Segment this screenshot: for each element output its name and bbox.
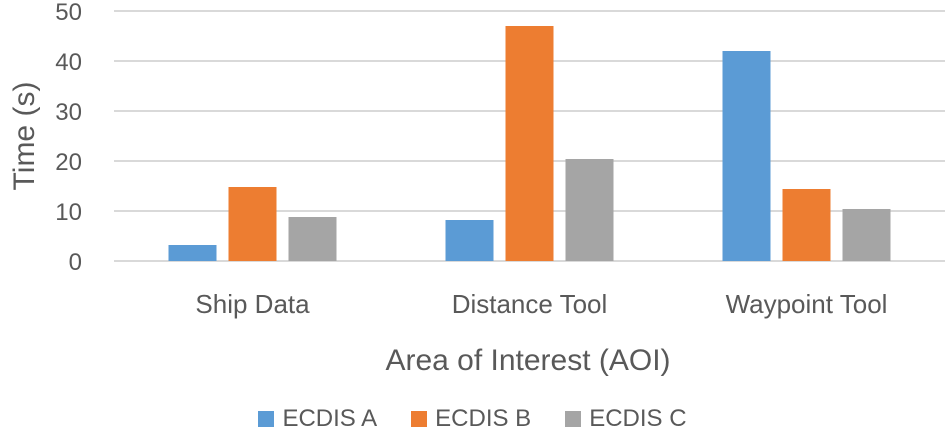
legend-label: ECDIS B xyxy=(435,405,532,432)
legend-item: ECDIS C xyxy=(565,405,687,433)
legend: ECDIS A ECDIS B ECDIS C xyxy=(0,405,945,433)
bar-ecdis-c xyxy=(565,159,614,261)
legend-swatch-icon xyxy=(565,411,582,427)
bar-ecdis-a xyxy=(445,220,494,261)
y-tick-label: 30 xyxy=(55,99,82,126)
bar-ecdis-a xyxy=(168,245,217,261)
bar-ecdis-a xyxy=(722,51,771,261)
x-category-label: Distance Tool xyxy=(452,289,608,319)
legend-swatch-icon xyxy=(258,411,275,427)
bar-ecdis-b xyxy=(782,189,831,261)
legend-item: ECDIS A xyxy=(258,405,377,433)
legend-swatch-icon xyxy=(411,411,428,427)
bar-ecdis-c xyxy=(288,217,337,261)
y-tick-label: 10 xyxy=(55,199,82,226)
y-tick-label: 50 xyxy=(55,0,82,26)
x-category-label: Ship Data xyxy=(195,289,310,319)
x-axis-title: Area of Interest (AOI) xyxy=(385,344,670,377)
bar-ecdis-b xyxy=(228,187,277,261)
bars xyxy=(168,26,891,261)
y-tick-label: 20 xyxy=(55,149,82,176)
legend-label: ECDIS A xyxy=(282,405,378,432)
y-axis-ticks: 0 10 20 30 40 50 xyxy=(55,0,82,276)
bar-ecdis-c xyxy=(842,209,891,261)
legend-item: ECDIS B xyxy=(411,405,531,433)
x-axis-categories: Ship Data Distance Tool Waypoint Tool xyxy=(195,289,887,319)
bar-ecdis-b xyxy=(505,26,554,261)
y-tick-label: 0 xyxy=(69,249,82,276)
legend-label: ECDIS C xyxy=(589,405,687,432)
y-axis-title: Time (s) xyxy=(8,82,41,191)
y-tick-label: 40 xyxy=(55,49,82,76)
x-category-label: Waypoint Tool xyxy=(726,289,888,319)
